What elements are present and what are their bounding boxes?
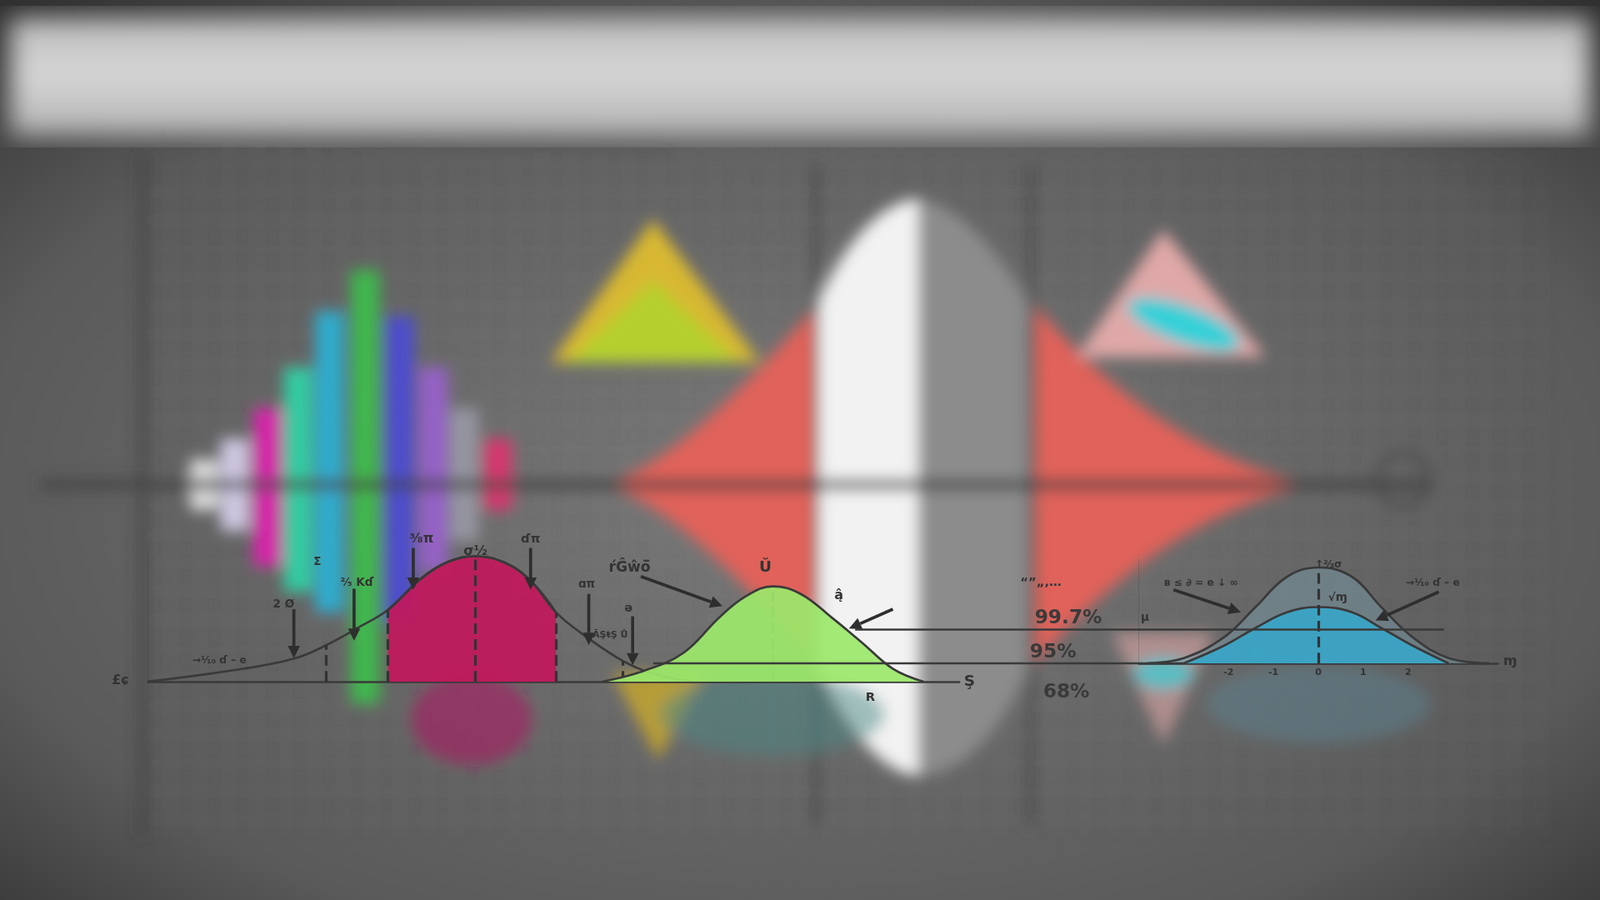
svg-text:Ş: Ş [964, 671, 975, 690]
svg-text:²⁄₅ Kɗ: ²⁄₅ Kɗ [340, 575, 375, 589]
svg-text:£ɕ: £ɕ [111, 671, 129, 688]
svg-text:0: 0 [1315, 666, 1322, 678]
svg-text:Σ: Σ [313, 554, 321, 568]
svg-text:ə: ə [624, 600, 633, 615]
svg-text:“”„‚…: “”„‚… [1020, 574, 1061, 589]
svg-text:ɗπ: ɗπ [520, 530, 540, 545]
svg-text:µ: µ [1140, 610, 1150, 624]
svg-text:99.7%: 99.7% [1035, 605, 1103, 628]
svg-text:ą̂: ą̂ [834, 586, 844, 603]
svg-text:68%: 68% [1043, 679, 1090, 702]
svg-text:Ŭ: Ŭ [759, 557, 772, 575]
svg-text:R: R [865, 689, 876, 704]
svg-text:³⁄₈π: ³⁄₈π [409, 530, 434, 546]
svg-text:-1: -1 [1268, 666, 1279, 678]
svg-text:-2: -2 [1223, 666, 1234, 678]
svg-text:ŕĜŵŏ̈: ŕĜŵŏ̈ [609, 557, 651, 575]
svg-text:2: 2 [1405, 666, 1412, 678]
svg-text:ɑπ: ɑπ [578, 576, 595, 590]
svg-text:σ½: σ½ [463, 542, 488, 559]
svg-text:→¹⁄₁₀ ɗ – e: →¹⁄₁₀ ɗ – e [1405, 576, 1460, 589]
svg-text:ĀŞŧŞ Ů: ĀŞŧŞ Ů [592, 629, 628, 640]
svg-text:↑²⁄₃σ: ↑²⁄₃σ [1315, 558, 1342, 570]
svg-text:2 Ø: 2 Ø [273, 596, 295, 610]
svg-text:ʙ ≤ ∂ = e ↓ ∞: ʙ ≤ ∂ = e ↓ ∞ [1164, 576, 1239, 589]
svg-text:1: 1 [1360, 666, 1367, 678]
svg-text:√ɱ: √ɱ [1328, 590, 1348, 604]
svg-text:95%: 95% [1030, 639, 1077, 662]
svg-text:ɱ: ɱ [1503, 652, 1518, 669]
svg-text:→¹⁄₁₀ ɗ – e: →¹⁄₁₀ ɗ – e [192, 654, 247, 666]
